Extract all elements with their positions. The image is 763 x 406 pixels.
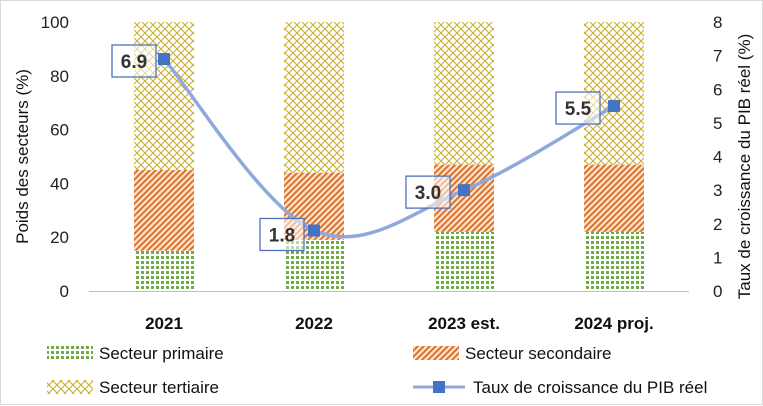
y2-tick-label-4: 4 xyxy=(713,148,722,167)
bar-secteur-tertiaire-2022 xyxy=(284,22,344,173)
legend-swatch-secteur-secondaire xyxy=(413,346,459,360)
y-axis-title: Poids des secteurs (%) xyxy=(13,69,32,244)
legend-swatch-secteur-primaire xyxy=(47,346,93,360)
x-category-label-2023-est: 2023 est. xyxy=(428,314,500,333)
legend-label-taux-de-croissance-du-pib-reel: Taux de croissance du PIB réel xyxy=(473,378,707,397)
y2-tick-label-6: 6 xyxy=(713,80,722,99)
bar-secteur-secondaire-2021 xyxy=(134,169,194,251)
data-label-box-2023-est xyxy=(405,175,451,209)
y-tick-label-20: 20 xyxy=(50,228,69,247)
bar-secteur-primaire-2021 xyxy=(134,250,194,291)
legend-label-secteur-tertiaire: Secteur tertiaire xyxy=(99,378,219,397)
bar-secteur-tertiaire-2023-est xyxy=(434,22,494,165)
legend-swatch-secteur-tertiaire xyxy=(47,380,93,394)
y2-axis-title: Taux de croissance du PIB réel (%) xyxy=(735,34,754,300)
bar-secteur-primaire-2024-proj xyxy=(584,231,644,291)
y-tick-label-40: 40 xyxy=(50,174,69,193)
y2-tick-label-1: 1 xyxy=(713,248,722,267)
x-category-label-2024-proj: 2024 proj. xyxy=(574,314,653,333)
data-label-2023-est: 3.0 xyxy=(415,183,441,204)
y2-tick-label-2: 2 xyxy=(713,215,722,234)
y2-tick-label-3: 3 xyxy=(713,181,722,200)
y-tick-label-0: 0 xyxy=(60,282,69,301)
bar-secteur-primaire-2023-est xyxy=(434,231,494,291)
data-label-box-2024-proj xyxy=(555,91,601,125)
data-label-2021: 6.9 xyxy=(121,52,147,73)
x-category-label-2022: 2022 xyxy=(295,314,333,333)
legend-label-secteur-primaire: Secteur primaire xyxy=(99,344,224,363)
y2-tick-label-5: 5 xyxy=(713,114,722,133)
line-marker-2023-est xyxy=(458,184,470,197)
y-tick-label-60: 60 xyxy=(50,121,69,140)
y2-tick-label-0: 0 xyxy=(713,282,722,301)
line-marker-2022 xyxy=(308,224,320,237)
bar-secteur-secondaire-2024-proj xyxy=(584,164,644,232)
data-label-box-2021 xyxy=(111,44,157,78)
data-label-box-2022 xyxy=(259,217,305,252)
line-marker-2024-proj xyxy=(608,100,620,113)
legend-marker-taux-de-croissance-du-pib-reel xyxy=(433,381,445,393)
y-tick-label-100: 100 xyxy=(41,13,69,32)
y2-tick-label-7: 7 xyxy=(713,47,722,66)
line-series-pib xyxy=(162,57,616,239)
y-tick-label-80: 80 xyxy=(50,67,69,86)
y2-tick-label-8: 8 xyxy=(713,13,722,32)
data-label-2022: 1.8 xyxy=(269,225,295,246)
data-label-2024-proj: 5.5 xyxy=(565,99,592,120)
line-marker-2021 xyxy=(158,52,170,65)
x-category-label-2021: 2021 xyxy=(145,314,183,333)
legend-label-secteur-secondaire: Secteur secondaire xyxy=(465,344,611,363)
bar-secteur-tertiaire-2021 xyxy=(134,22,194,170)
